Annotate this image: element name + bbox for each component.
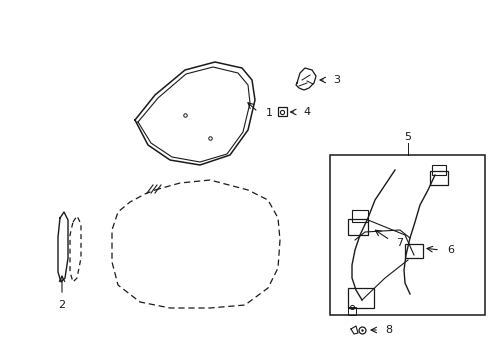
Text: 1: 1 [265, 108, 272, 118]
Bar [404, 244, 422, 258]
Text: 4: 4 [303, 107, 310, 117]
Text: 7: 7 [395, 238, 402, 248]
Bar [429, 171, 447, 185]
Bar [347, 219, 367, 235]
Bar [347, 288, 373, 308]
Bar [351, 210, 367, 222]
Text: 2: 2 [59, 300, 65, 310]
Bar [347, 307, 355, 315]
Text: 8: 8 [384, 325, 391, 335]
Text: 6: 6 [446, 245, 453, 255]
Bar [277, 108, 286, 117]
Bar [329, 155, 484, 315]
Text: 5: 5 [403, 132, 410, 142]
Text: 3: 3 [332, 75, 339, 85]
Bar [431, 165, 445, 175]
